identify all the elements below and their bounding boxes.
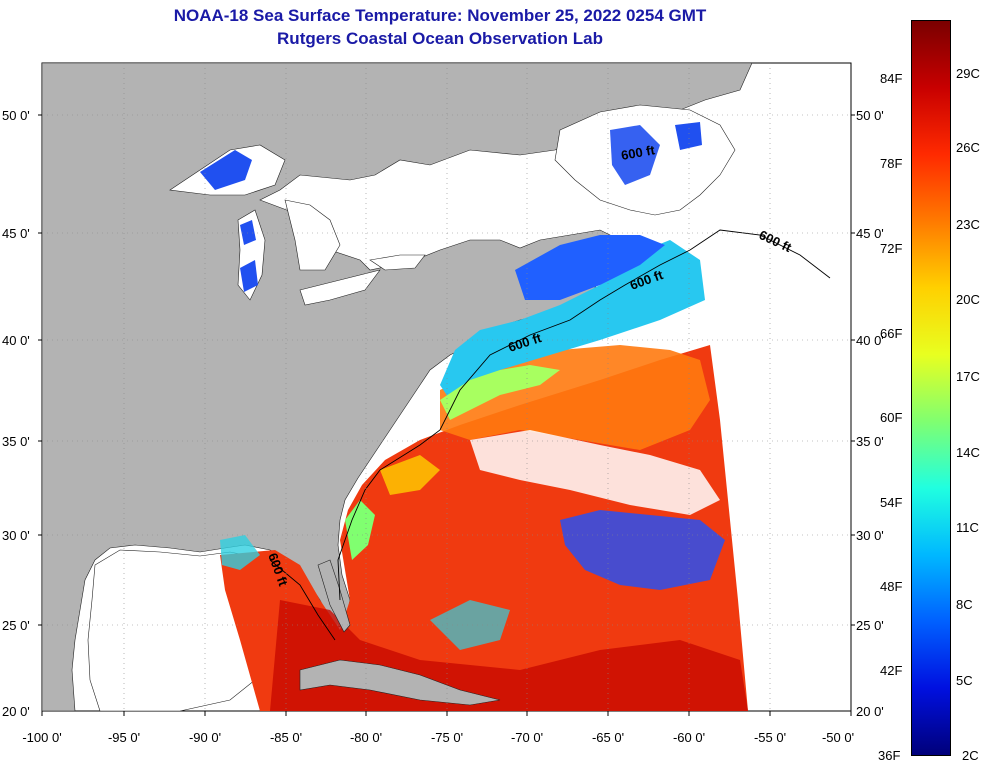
lat-label-right: 50 0' xyxy=(856,108,884,123)
colorbar-f-label: 78F xyxy=(880,156,903,171)
lon-label: -85 0' xyxy=(270,730,302,745)
colorbar-c-label: 8C xyxy=(956,597,973,612)
lat-label-right: 45 0' xyxy=(856,226,884,241)
colorbar-f-label: 72F xyxy=(880,241,903,256)
lat-label: 30 0' xyxy=(2,528,30,543)
colorbar-c-label: 20C xyxy=(956,292,980,307)
map-subtitle: Rutgers Coastal Ocean Observation Lab xyxy=(277,29,603,48)
lat-label-right: 25 0' xyxy=(856,618,884,633)
lon-label: -65 0' xyxy=(592,730,624,745)
lat-label: 35 0' xyxy=(2,434,30,449)
lat-label: 45 0' xyxy=(2,226,30,241)
lon-label: -80 0' xyxy=(350,730,382,745)
depth-label-st-lawrence: 600 ft xyxy=(620,142,657,163)
cuba xyxy=(299,659,501,706)
colorbar-f-label: 84F xyxy=(880,71,903,86)
axis-ticks xyxy=(38,114,855,716)
graticule xyxy=(42,63,851,711)
lon-label: -90 0' xyxy=(189,730,221,745)
colorbar-f-label: 54F xyxy=(880,495,903,510)
depth-contour-line xyxy=(269,229,831,641)
colorbar-c-label: 23C xyxy=(956,217,980,232)
colorbar-f-label: 42F xyxy=(880,663,903,678)
lon-label: -55 0' xyxy=(754,730,786,745)
colorbar-f-label: 48F xyxy=(880,579,903,594)
lat-label: 40 0' xyxy=(2,333,30,348)
lon-label: -75 0' xyxy=(431,730,463,745)
lat-label: 20 0' xyxy=(2,704,30,719)
latitude-labels: 50 0' 45 0' 40 0' 35 0' 30 0' 25 0' 20 0… xyxy=(2,108,884,719)
colorbar-c-label: 14C xyxy=(956,445,980,460)
lon-label: -50 0' xyxy=(822,730,854,745)
lat-label: 50 0' xyxy=(2,108,30,123)
longitude-labels: -100 0' -95 0' -90 0' -85 0' -80 0' -75 … xyxy=(22,730,854,745)
lon-label: -95 0' xyxy=(108,730,140,745)
colorbar-f-label: 36F xyxy=(878,748,901,763)
colorbar-f-label: 60F xyxy=(880,410,903,425)
lat-label-right: 30 0' xyxy=(856,528,884,543)
colorbar-c-label: 26C xyxy=(956,140,980,155)
lat-label: 25 0' xyxy=(2,618,30,633)
florida-peninsula xyxy=(317,559,351,633)
colorbar-c-label: 2C xyxy=(962,748,979,763)
lat-label-right: 20 0' xyxy=(856,704,884,719)
colorbar-c-label: 17C xyxy=(956,369,980,384)
colorbar-c-label: 5C xyxy=(956,673,973,688)
lat-label-right: 35 0' xyxy=(856,434,884,449)
map-title: NOAA-18 Sea Surface Temperature: Novembe… xyxy=(173,6,707,25)
colorbar-c-label: 11C xyxy=(956,520,979,535)
lon-label: -70 0' xyxy=(511,730,543,745)
lon-label: -100 0' xyxy=(22,730,61,745)
temperature-colorbar xyxy=(911,20,951,756)
colorbar-f-label: 66F xyxy=(880,326,903,341)
lon-label: -60 0' xyxy=(673,730,705,745)
sst-swath xyxy=(200,122,748,711)
lat-label-right: 40 0' xyxy=(856,333,884,348)
colorbar-c-label: 29C xyxy=(956,66,980,81)
